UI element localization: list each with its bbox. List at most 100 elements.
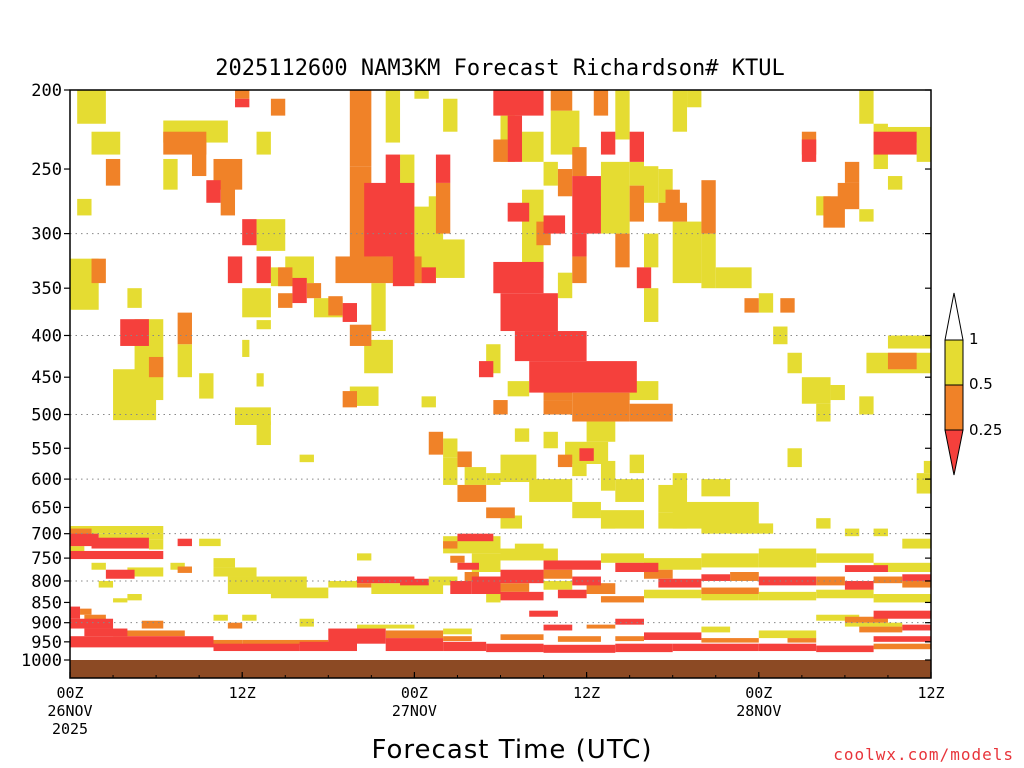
colorbar-segment-0.5-1 (944, 339, 964, 386)
richardson-cell-orange (572, 392, 630, 422)
richardson-cell-yellow (672, 473, 688, 491)
richardson-cell-yellow (758, 293, 774, 313)
richardson-cell-orange (844, 161, 860, 183)
y-tick-label: 250 (31, 160, 62, 180)
richardson-cell-red (629, 131, 644, 162)
richardson-cell-yellow (514, 543, 544, 551)
richardson-cell-red (801, 139, 817, 162)
richardson-cell-yellow (127, 594, 142, 601)
richardson-cell-orange (665, 189, 680, 216)
richardson-cell-yellow (357, 553, 372, 561)
richardson-cell-yellow (486, 473, 501, 485)
richardson-cell-orange (931, 162, 945, 186)
richardson-cell-yellow (213, 567, 257, 577)
richardson-cell-orange (227, 622, 243, 629)
richardson-cell-yellow (385, 90, 401, 143)
richardson-cell-red (443, 641, 487, 652)
richardson-cell-yellow (529, 479, 573, 502)
richardson-cell-red (385, 154, 401, 186)
richardson-cell-red (500, 569, 544, 584)
richardson-cell-red (435, 154, 451, 183)
richardson-cell-yellow (844, 528, 860, 537)
richardson-cell-yellow (514, 428, 530, 442)
richardson-cell-yellow (715, 267, 752, 289)
richardson-cell-yellow (127, 288, 142, 308)
richardson-cell-orange (543, 569, 573, 579)
richardson-cell-yellow (758, 591, 817, 601)
richardson-cell-orange (816, 576, 845, 586)
richardson-cell-orange (644, 569, 673, 579)
richardson-cell-orange (199, 639, 243, 646)
richardson-cell-red (105, 569, 135, 579)
x-tick-label: 00Z (56, 684, 83, 702)
richardson-cell-yellow (902, 538, 931, 549)
x-tick-label: 12Z (573, 684, 600, 702)
richardson-cell-red (70, 606, 81, 619)
richardson-cell-yellow (644, 288, 659, 322)
x-tick-label: 26NOV (47, 702, 92, 720)
richardson-cell-yellow (127, 567, 164, 577)
richardson-cell-yellow (701, 479, 731, 497)
colorbar-segment-below-0.25 (944, 429, 964, 476)
richardson-cell-red (902, 624, 931, 631)
x-tick-label: 28NOV (736, 702, 781, 720)
richardson-cell-orange (500, 583, 530, 592)
richardson-cell-orange (385, 630, 444, 639)
richardson-cell-red (902, 574, 931, 581)
richardson-cell-orange (593, 90, 609, 116)
richardson-cell-yellow (113, 369, 157, 421)
richardson-cell-yellow (299, 454, 314, 463)
x-tick-label: 12Z (229, 684, 256, 702)
richardson-cell-orange (730, 572, 759, 581)
y-tick-label: 450 (31, 368, 62, 388)
richardson-cell-orange (572, 147, 587, 177)
richardson-cell-yellow (701, 594, 759, 601)
richardson-cell-yellow (213, 614, 228, 621)
richardson-cell-orange (837, 182, 860, 210)
richardson-cell-yellow (572, 501, 601, 519)
richardson-cell-orange (701, 587, 759, 595)
richardson-cell-yellow (672, 90, 688, 132)
colorbar-label: 0.25 (969, 421, 1002, 439)
dotted-gridlines (70, 233, 931, 624)
richardson-cell-yellow (70, 546, 85, 554)
richardson-cell-red (400, 578, 429, 586)
richardson-cell-yellow (672, 221, 702, 284)
richardson-cell-orange (844, 616, 888, 623)
richardson-cell-yellow (701, 626, 731, 633)
richardson-cell-orange (615, 233, 630, 268)
richardson-cell-yellow (543, 431, 558, 449)
richardson-cell-red (557, 589, 587, 599)
richardson-cell-red (450, 580, 472, 595)
y-tick-label: 650 (31, 498, 62, 518)
richardson-cell-orange (629, 403, 673, 422)
richardson-cell-yellow (91, 562, 106, 570)
richardson-cell-red (529, 361, 637, 393)
richardson-cell-orange (780, 298, 795, 313)
richardson-cell-red (572, 176, 601, 234)
richardson-cell-yellow (256, 219, 286, 251)
richardson-cell-red (493, 261, 544, 294)
chart-title: 2025112600 NAM3KM Forecast Richardson# K… (215, 56, 785, 81)
richardson-cell-yellow (600, 553, 644, 563)
richardson-cell-yellow (443, 628, 472, 635)
richardson-cell-yellow (644, 233, 659, 268)
richardson-cell-red (227, 256, 243, 284)
richardson-cell-yellow (98, 580, 114, 588)
richardson-cell-yellow (923, 460, 931, 474)
richardson-cell-orange (443, 636, 472, 642)
richardson-cell-red (816, 645, 874, 653)
richardson-cell-red (385, 638, 444, 652)
richardson-cell-yellow (443, 457, 458, 485)
richardson-cell-orange (84, 614, 106, 621)
richardson-cell-yellow (199, 373, 214, 399)
richardson-cell-yellow (486, 594, 501, 603)
richardson-cell-orange (278, 293, 293, 308)
x-tick-label: 27NOV (392, 702, 437, 720)
richardson-cell-orange (859, 626, 903, 633)
richardson-cell-orange (349, 90, 372, 167)
richardson-cell-red (873, 636, 931, 642)
richardson-cell-orange (464, 572, 479, 581)
richardson-cell-red (579, 448, 594, 461)
